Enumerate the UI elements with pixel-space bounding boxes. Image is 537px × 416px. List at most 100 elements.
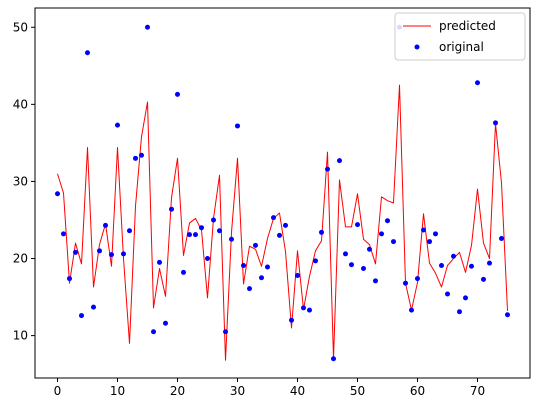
- original-point: [175, 91, 180, 97]
- original-point: [469, 263, 474, 269]
- legend-box: [394, 12, 526, 61]
- x-tick-label: 50: [350, 384, 365, 398]
- original-point: [91, 304, 96, 310]
- legend: predicted original: [394, 12, 526, 61]
- original-point: [301, 305, 306, 311]
- original-point: [229, 236, 234, 242]
- original-point: [487, 260, 492, 266]
- original-point: [133, 155, 138, 161]
- plot-marks: [55, 24, 510, 362]
- legend-label-predicted: predicted: [439, 19, 496, 33]
- original-point: [247, 286, 252, 292]
- original-point: [421, 227, 426, 233]
- original-point: [385, 218, 390, 224]
- original-point: [379, 231, 384, 237]
- original-point: [157, 259, 162, 265]
- original-point: [439, 262, 444, 268]
- original-point: [211, 217, 216, 223]
- original-point: [283, 222, 288, 228]
- original-point: [349, 262, 354, 268]
- original-point: [151, 329, 156, 335]
- original-point: [115, 122, 120, 128]
- original-point: [463, 295, 468, 301]
- x-tick-label: 0: [54, 384, 62, 398]
- original-point: [235, 123, 240, 129]
- original-point: [79, 313, 84, 319]
- original-point: [253, 242, 258, 248]
- y-axis-ticks: 10 20 30 40 50: [13, 20, 35, 343]
- original-point: [163, 320, 168, 326]
- original-point: [85, 50, 90, 56]
- original-point: [205, 256, 210, 262]
- original-point: [217, 228, 222, 234]
- original-point: [103, 222, 108, 228]
- original-point: [427, 239, 432, 245]
- original-point: [187, 232, 192, 238]
- original-point: [367, 246, 372, 252]
- original-point: [67, 276, 72, 282]
- original-point: [481, 276, 486, 282]
- original-point: [61, 231, 66, 237]
- original-point: [223, 329, 228, 335]
- y-tick-label: 50: [13, 20, 28, 34]
- original-point: [97, 248, 102, 254]
- original-point: [391, 239, 396, 245]
- x-tick-label: 70: [470, 384, 485, 398]
- x-tick-label: 40: [290, 384, 305, 398]
- original-point: [271, 215, 276, 221]
- original-point: [181, 269, 186, 275]
- original-point: [289, 317, 294, 323]
- original-point: [355, 222, 360, 228]
- plot-frame: [34, 7, 531, 379]
- original-point: [457, 309, 462, 315]
- original-point: [433, 231, 438, 237]
- original-point: [415, 276, 420, 282]
- x-axis-ticks: 0 10 20 30 40 50 60 70: [54, 378, 485, 398]
- y-tick-label: 20: [13, 252, 28, 266]
- original-point: [475, 80, 480, 86]
- original-point: [109, 252, 114, 258]
- legend-label-original: original: [439, 40, 484, 54]
- original-point: [193, 232, 198, 238]
- original-point: [127, 228, 132, 234]
- original-point: [169, 206, 174, 212]
- legend-marker-swatch: [414, 44, 420, 50]
- original-point: [73, 249, 78, 255]
- y-tick-label: 10: [13, 329, 28, 343]
- original-point: [325, 166, 330, 172]
- x-tick-label: 60: [410, 384, 425, 398]
- original-point: [403, 280, 408, 286]
- original-point: [121, 251, 126, 257]
- original-point: [295, 272, 300, 278]
- original-point: [55, 191, 60, 197]
- original-point: [265, 264, 270, 270]
- original-point: [373, 278, 378, 284]
- predicted-line: [57, 84, 508, 361]
- original-point: [259, 275, 264, 281]
- original-point: [199, 225, 204, 231]
- original-point: [505, 312, 510, 318]
- y-tick-label: 40: [13, 97, 28, 111]
- x-tick-label: 30: [230, 384, 245, 398]
- original-point: [409, 307, 414, 313]
- original-point: [241, 262, 246, 268]
- original-point: [331, 356, 336, 362]
- original-point: [139, 152, 144, 158]
- original-point: [445, 291, 450, 297]
- x-tick-label: 10: [110, 384, 125, 398]
- original-point: [277, 232, 282, 238]
- original-point: [145, 24, 150, 30]
- original-point: [493, 120, 498, 126]
- original-point: [319, 229, 324, 235]
- original-point: [307, 307, 312, 313]
- original-point: [361, 266, 366, 272]
- original-point: [343, 251, 348, 257]
- x-tick-label: 20: [170, 384, 185, 398]
- original-point: [313, 258, 318, 264]
- y-tick-label: 30: [13, 174, 28, 188]
- original-point: [451, 253, 456, 259]
- original-point: [337, 158, 342, 164]
- original-point: [499, 235, 504, 241]
